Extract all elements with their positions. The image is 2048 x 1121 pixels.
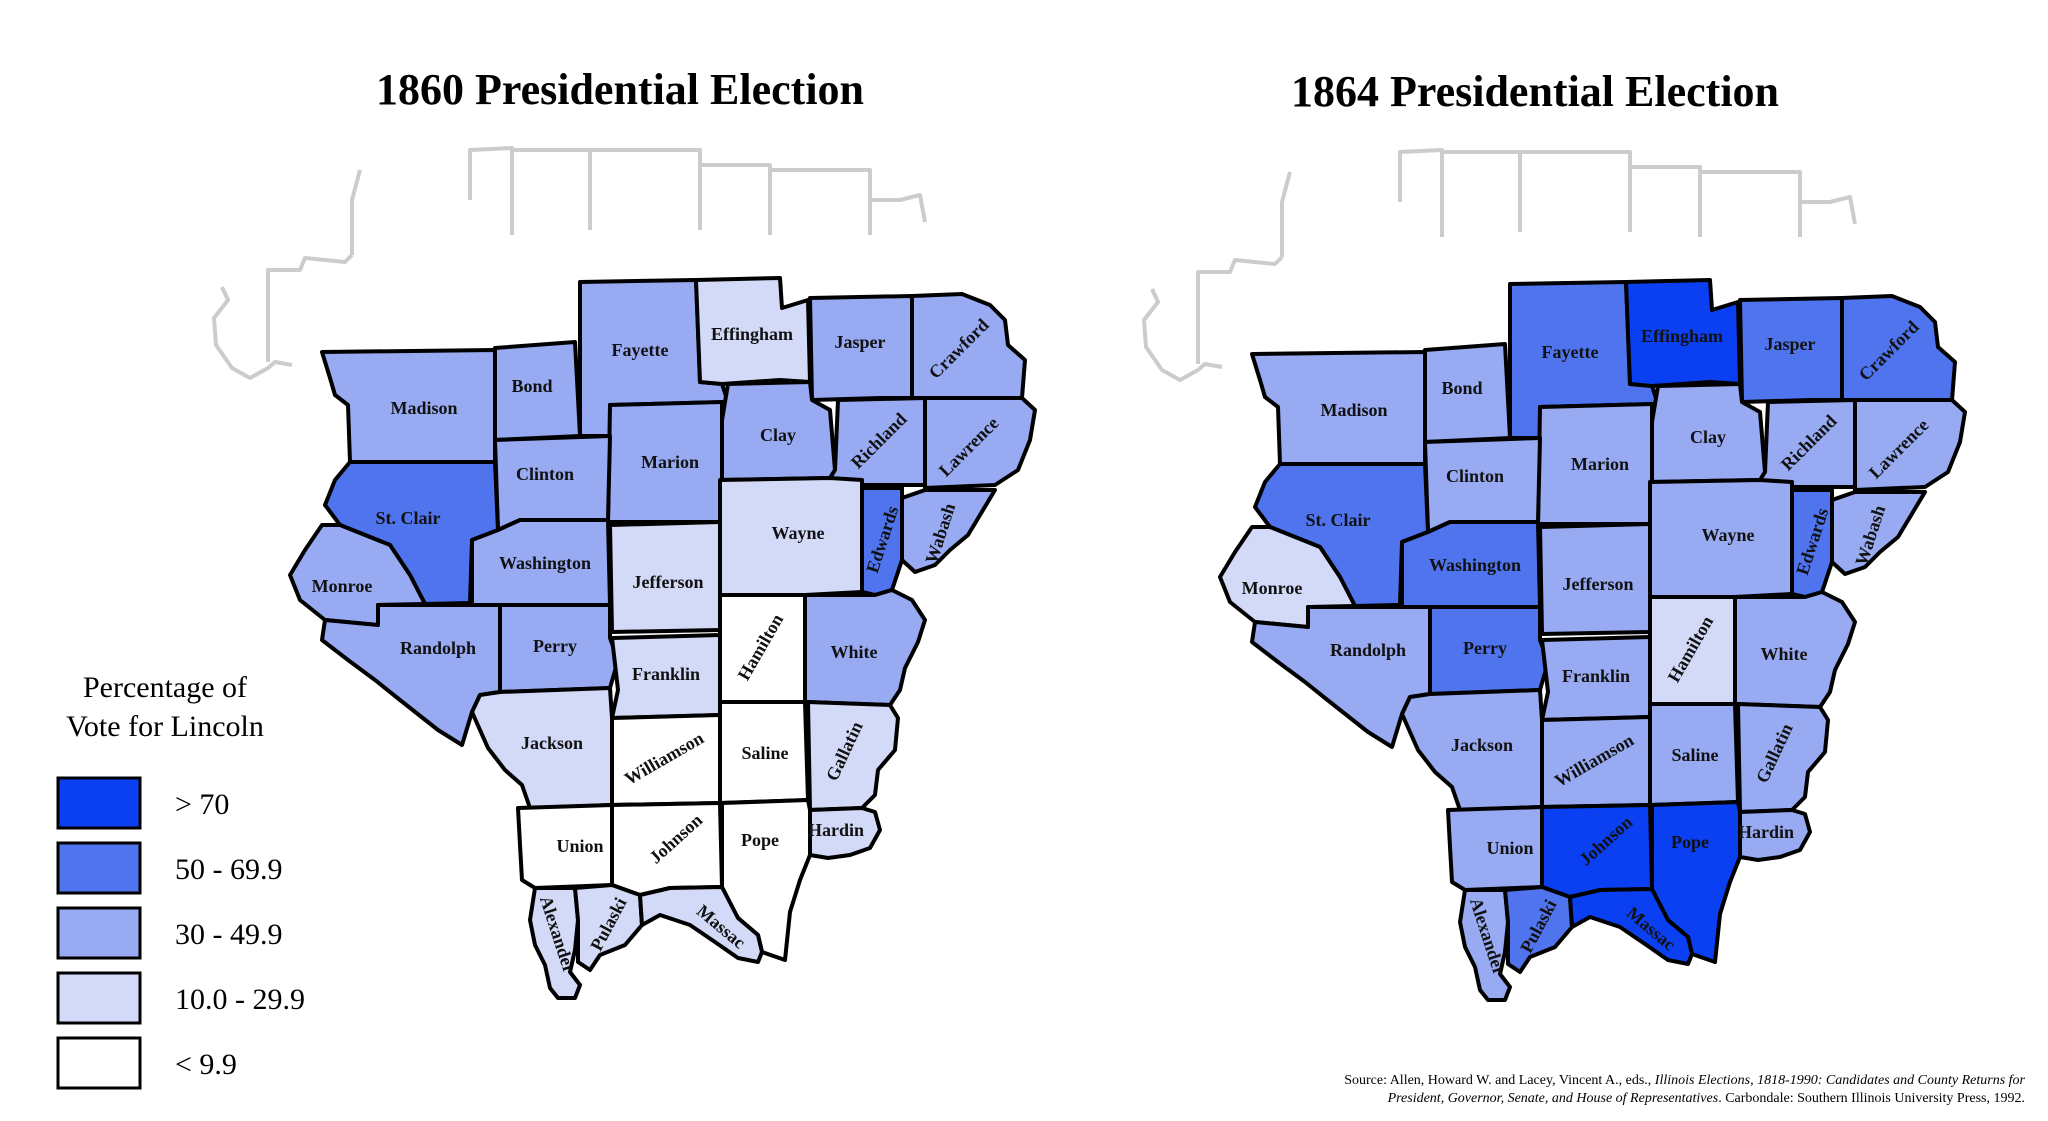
neighbor-county-outline [1280,171,1292,257]
neighbor-county-outline [266,253,354,362]
county-label-effingham: Effingham [1641,326,1723,346]
county-label-monroe: Monroe [312,576,373,596]
county-wabash [900,488,997,574]
neighbor-county-outline [512,148,592,230]
county-label-randolph: Randolph [400,638,476,658]
neighbor-county-outline [1520,150,1632,232]
map-title-1864: 1864 Presidential Election [1291,67,1779,116]
county-massac [638,885,764,964]
legend-swatch-gt70 [56,776,142,830]
county-label-perry: Perry [533,636,577,656]
neighbor-county-outline [770,168,872,235]
county-label-marion: Marion [641,452,699,472]
legend-label-c50_69: 50 - 69.9 [175,853,283,886]
neighbor-county-outline [1398,148,1444,237]
county-label-franklin: Franklin [632,664,700,684]
county-label-jasper: Jasper [835,332,886,352]
county-label-jefferson: Jefferson [1563,574,1634,594]
neighbor-county-outline [1800,195,1857,225]
county-label-st-clair: St. Clair [376,508,441,528]
county-label-wayne: Wayne [1701,525,1754,545]
county-pulaski [1503,885,1574,974]
county-label-clinton: Clinton [1446,466,1504,486]
county-label-saline: Saline [741,743,788,763]
county-label-pope: Pope [1671,832,1709,852]
county-label-effingham: Effingham [711,324,793,344]
neighbor-county-outline [1442,150,1522,232]
county-label-jasper: Jasper [1765,334,1816,354]
county-label-union: Union [556,836,603,856]
county-label-randolph: Randolph [1330,640,1406,660]
county-wabash [1830,490,1927,576]
legend-title-line1: Percentage of [83,671,247,704]
neighbor-county-outline [870,193,927,223]
county-label-union: Union [1486,838,1533,858]
county-label-perry: Perry [1463,638,1507,658]
county-label-white: White [831,642,878,662]
county-label-jefferson: Jefferson [633,572,704,592]
county-label-fayette: Fayette [1542,342,1599,362]
county-label-fayette: Fayette [612,340,669,360]
source-line-1: Source: Allen, Howard W. and Lacey, Vinc… [1344,1073,2025,1088]
county-label-jackson: Jackson [1451,735,1513,755]
county-label-hardin: Hardin [808,820,864,840]
legend-swatch-c10_29 [56,971,142,1025]
legend-label-c10_29: 10.0 - 29.9 [175,983,305,1016]
neighbor-county-outline [212,286,293,380]
neighbor-county-outline [350,169,362,255]
county-hardin [808,806,882,860]
county-label-washington: Washington [1429,555,1521,575]
county-lawrence [1853,398,1967,492]
source-line-2: President, Governor, Senate, and House o… [1387,1091,2025,1106]
county-label-st-clair: St. Clair [1306,510,1371,530]
map-title-1860: 1860 Presidential Election [376,65,864,114]
neighbor-county-outline [700,163,772,235]
neighbor-county-outline [590,148,702,230]
county-label-jackson: Jackson [521,733,583,753]
county-label-hardin: Hardin [1738,822,1794,842]
county-label-clay: Clay [760,425,796,445]
county-label-franklin: Franklin [1562,666,1630,686]
legend-swatch-lt10 [56,1036,142,1090]
county-label-wayne: Wayne [771,523,824,543]
county-lawrence [923,396,1037,490]
neighbor-county-outline [1142,288,1223,382]
neighbor-county-outline [468,146,514,235]
county-label-washington: Washington [499,553,591,573]
legend-swatch-c30_49 [56,906,142,960]
neighbor-county-outline [1630,165,1702,237]
county-label-clinton: Clinton [516,464,574,484]
county-jackson [1400,688,1544,812]
legend-label-lt10: < 9.9 [175,1048,237,1081]
county-hardin [1738,808,1812,862]
county-jackson [470,686,614,810]
county-label-bond: Bond [1441,378,1482,398]
county-label-marion: Marion [1571,454,1629,474]
county-label-madison: Madison [1320,400,1387,420]
legend-swatch-c50_69 [56,841,142,895]
county-randolph [1250,605,1432,749]
county-label-monroe: Monroe [1242,578,1303,598]
county-label-pope: Pope [741,830,779,850]
neighbor-county-outline [1196,255,1284,364]
county-massac [1568,887,1694,966]
source-note: Source: Allen, Howard W. and Lacey, Vinc… [1344,1073,2025,1106]
county-randolph [320,603,502,747]
county-label-clay: Clay [1690,427,1726,447]
county-label-bond: Bond [511,376,552,396]
county-label-white: White [1761,644,1808,664]
legend: Percentage of Vote for Lincoln > 70 50 - … [56,671,305,1090]
legend-title-line2: Vote for Lincoln [66,710,264,743]
county-label-madison: Madison [390,398,457,418]
neighbor-county-outline [1700,170,1802,237]
legend-label-gt70: > 70 [175,788,229,821]
legend-label-c30_49: 30 - 49.9 [175,918,283,951]
county-label-saline: Saline [1671,745,1718,765]
county-pulaski [573,883,644,972]
